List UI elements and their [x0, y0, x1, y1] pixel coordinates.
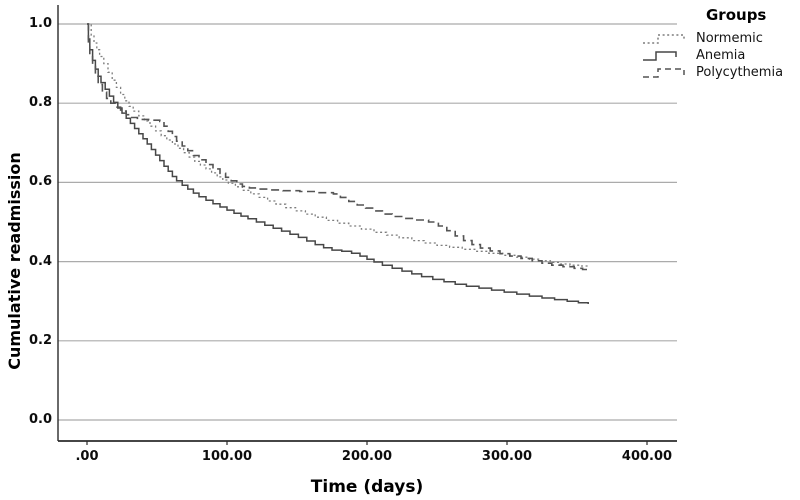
- legend-label: Polycythemia: [696, 65, 784, 80]
- y-tick-label: 1.0: [28, 16, 52, 31]
- y-tick-label: 0.4: [28, 254, 52, 269]
- x-tick-label: .00: [75, 449, 99, 464]
- x-tick-label: 400.00: [621, 449, 673, 464]
- x-tick-label: 300.00: [481, 449, 533, 464]
- legend-item-anemia: Anemia: [640, 47, 798, 64]
- x-axis-title: Time (days): [310, 477, 424, 497]
- x-tick-label: 200.00: [341, 449, 393, 464]
- solid-step-line-icon: [643, 50, 677, 61]
- x-tick-label: 100.00: [201, 449, 253, 464]
- y-tick-label: 0.6: [28, 174, 52, 189]
- legend: Groups Normemic Anemia Polycythemia: [640, 4, 798, 81]
- dashed-step-line-icon: [643, 67, 685, 78]
- legend-label: Anemia: [696, 48, 746, 63]
- y-tick-label: 0.0: [28, 412, 52, 427]
- legend-item-normemic: Normemic: [640, 30, 798, 47]
- y-tick-label: 0.2: [28, 333, 52, 348]
- y-tick-label: 0.8: [28, 95, 52, 110]
- legend-label: Normemic: [696, 31, 763, 46]
- dotted-step-line-icon: [643, 33, 685, 44]
- legend-item-polycythemia: Polycythemia: [640, 64, 798, 81]
- legend-title: Groups: [706, 6, 767, 24]
